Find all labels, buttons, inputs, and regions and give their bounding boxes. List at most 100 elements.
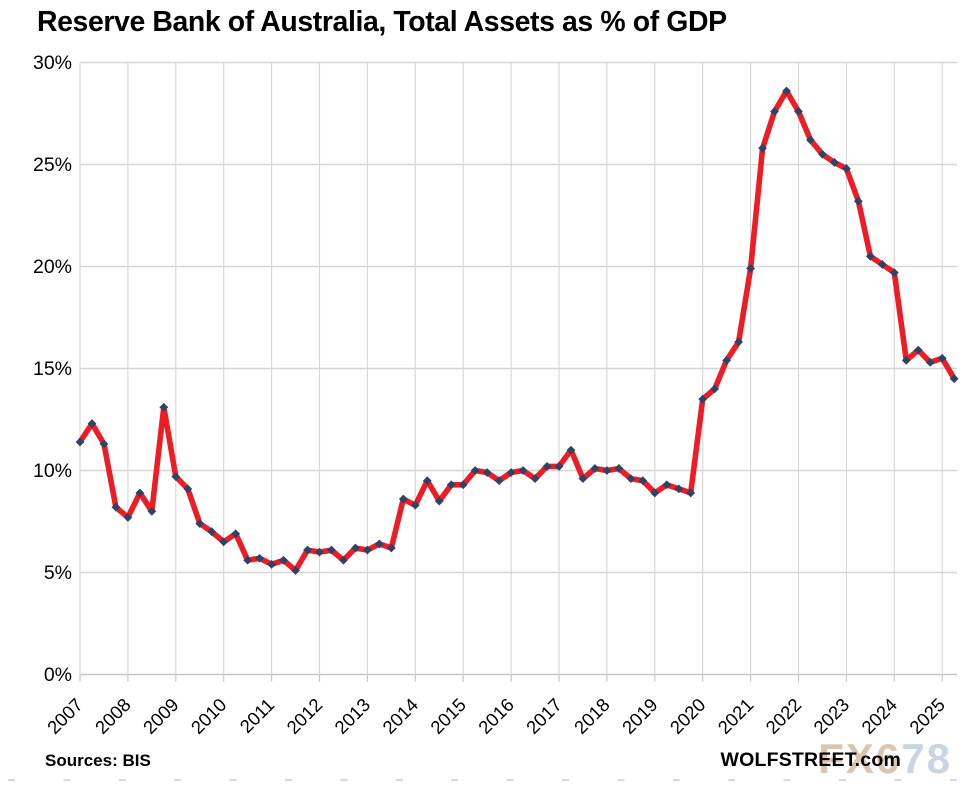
svg-text:5%: 5%	[44, 562, 72, 584]
data-point	[554, 462, 564, 471]
data-point	[518, 466, 528, 475]
data-point	[374, 539, 384, 549]
data-point-markers	[75, 86, 959, 575]
data-point	[770, 107, 779, 116]
data-point	[147, 506, 157, 516]
bottom-tick-dashes	[8, 779, 957, 782]
data-point	[303, 545, 312, 555]
data-point	[638, 476, 648, 486]
svg-text:2007: 2007	[43, 694, 87, 738]
data-point	[650, 488, 660, 498]
data-point	[746, 264, 755, 273]
data-point	[75, 437, 85, 447]
svg-text:2023: 2023	[809, 694, 853, 738]
data-point	[626, 474, 636, 484]
data-point	[339, 555, 348, 565]
data-point	[506, 468, 516, 477]
watermark-part2: 78	[901, 735, 952, 782]
data-point	[614, 464, 624, 473]
data-point	[734, 337, 744, 347]
data-point	[590, 464, 600, 473]
svg-text:2012: 2012	[282, 694, 326, 738]
data-point	[410, 500, 420, 510]
y-axis-labels: 0% 5% 10% 15% 20% 25% 30%	[33, 52, 72, 686]
data-point	[183, 484, 193, 494]
data-point	[363, 545, 372, 555]
svg-text:2011: 2011	[235, 694, 278, 737]
data-point	[279, 555, 288, 565]
svg-text:25%: 25%	[33, 154, 72, 176]
data-point	[267, 559, 276, 569]
data-point	[159, 402, 169, 412]
data-point	[686, 488, 696, 498]
watermark: FX678	[818, 738, 952, 780]
svg-text:20%: 20%	[33, 256, 72, 278]
svg-text:2017: 2017	[522, 694, 566, 738]
data-point	[482, 468, 492, 477]
data-point	[291, 566, 300, 575]
data-point	[494, 476, 504, 486]
chart-title: Reserve Bank of Australia, Total Assets …	[37, 6, 727, 38]
data-point	[722, 355, 732, 365]
data-point	[530, 474, 540, 484]
data-point	[386, 543, 396, 553]
source-label: Sources: BIS	[45, 751, 151, 770]
data-point	[889, 268, 899, 278]
svg-text:2015: 2015	[426, 694, 470, 738]
data-point	[925, 357, 935, 367]
data-point	[434, 496, 444, 506]
data-point	[842, 164, 851, 173]
data-point	[255, 553, 265, 563]
data-point	[315, 547, 324, 557]
svg-text:2013: 2013	[330, 694, 374, 738]
data-point	[566, 445, 576, 455]
data-point	[135, 488, 145, 498]
svg-text:2019: 2019	[618, 694, 662, 738]
data-point	[446, 480, 456, 490]
data-point	[602, 466, 612, 475]
data-point	[219, 537, 229, 547]
data-point	[806, 135, 815, 145]
data-point	[674, 484, 684, 494]
data-point	[207, 527, 217, 537]
svg-text:10%: 10%	[33, 460, 72, 482]
svg-text:2010: 2010	[187, 694, 231, 738]
svg-text:2021: 2021	[713, 694, 757, 738]
data-point	[913, 345, 923, 355]
data-point	[782, 86, 791, 96]
data-point	[87, 419, 97, 428]
data-point	[398, 494, 408, 504]
watermark-part1: FX6	[818, 735, 902, 782]
data-point	[901, 355, 911, 365]
data-point	[853, 196, 863, 206]
svg-text:2020: 2020	[666, 694, 710, 738]
data-point	[195, 519, 205, 528]
data-point	[458, 480, 468, 490]
data-point	[123, 513, 133, 522]
data-point	[351, 543, 360, 553]
data-point	[710, 384, 720, 394]
data-point	[243, 555, 253, 565]
data-point	[422, 476, 432, 486]
svg-text:2018: 2018	[570, 694, 614, 738]
data-point	[865, 251, 875, 261]
gridlines	[79, 61, 957, 682]
data-line	[77, 88, 958, 574]
brand-label: WOLFSTREET.com	[720, 749, 901, 771]
data-point	[662, 480, 672, 490]
data-point	[171, 472, 181, 482]
svg-text:2025: 2025	[905, 694, 949, 738]
data-point	[830, 158, 839, 167]
data-point	[111, 502, 121, 512]
data-point	[937, 353, 947, 363]
data-point	[578, 474, 588, 484]
svg-text:15%: 15%	[33, 358, 72, 380]
svg-text:2008: 2008	[91, 694, 135, 738]
data-point	[470, 466, 480, 475]
data-point	[794, 107, 803, 116]
data-point	[542, 462, 552, 471]
svg-text:30%: 30%	[33, 52, 72, 74]
svg-text:2016: 2016	[474, 694, 518, 738]
x-axis-labels: 2007 2008 2009 2010 2011 2012 2013 2014 2015 2016…	[43, 694, 949, 738]
